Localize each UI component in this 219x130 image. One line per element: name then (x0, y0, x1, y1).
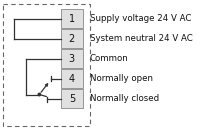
Text: Normally open: Normally open (90, 74, 152, 83)
Bar (61, 49, 83, 68)
Bar (61, 89, 83, 108)
Text: Common: Common (90, 54, 128, 63)
Text: 3: 3 (69, 54, 75, 63)
Bar (61, 29, 83, 48)
Bar (3, 4, 90, 126)
Text: 1: 1 (69, 14, 75, 24)
Bar (61, 9, 83, 28)
Text: 2: 2 (69, 34, 75, 44)
Text: Supply voltage 24 V AC: Supply voltage 24 V AC (90, 14, 191, 23)
Bar (61, 69, 83, 88)
Text: Normally closed: Normally closed (90, 94, 159, 103)
Circle shape (38, 93, 41, 96)
Text: 5: 5 (69, 93, 75, 103)
Text: System neutral 24 V AC: System neutral 24 V AC (90, 34, 192, 43)
Text: 4: 4 (69, 73, 75, 83)
